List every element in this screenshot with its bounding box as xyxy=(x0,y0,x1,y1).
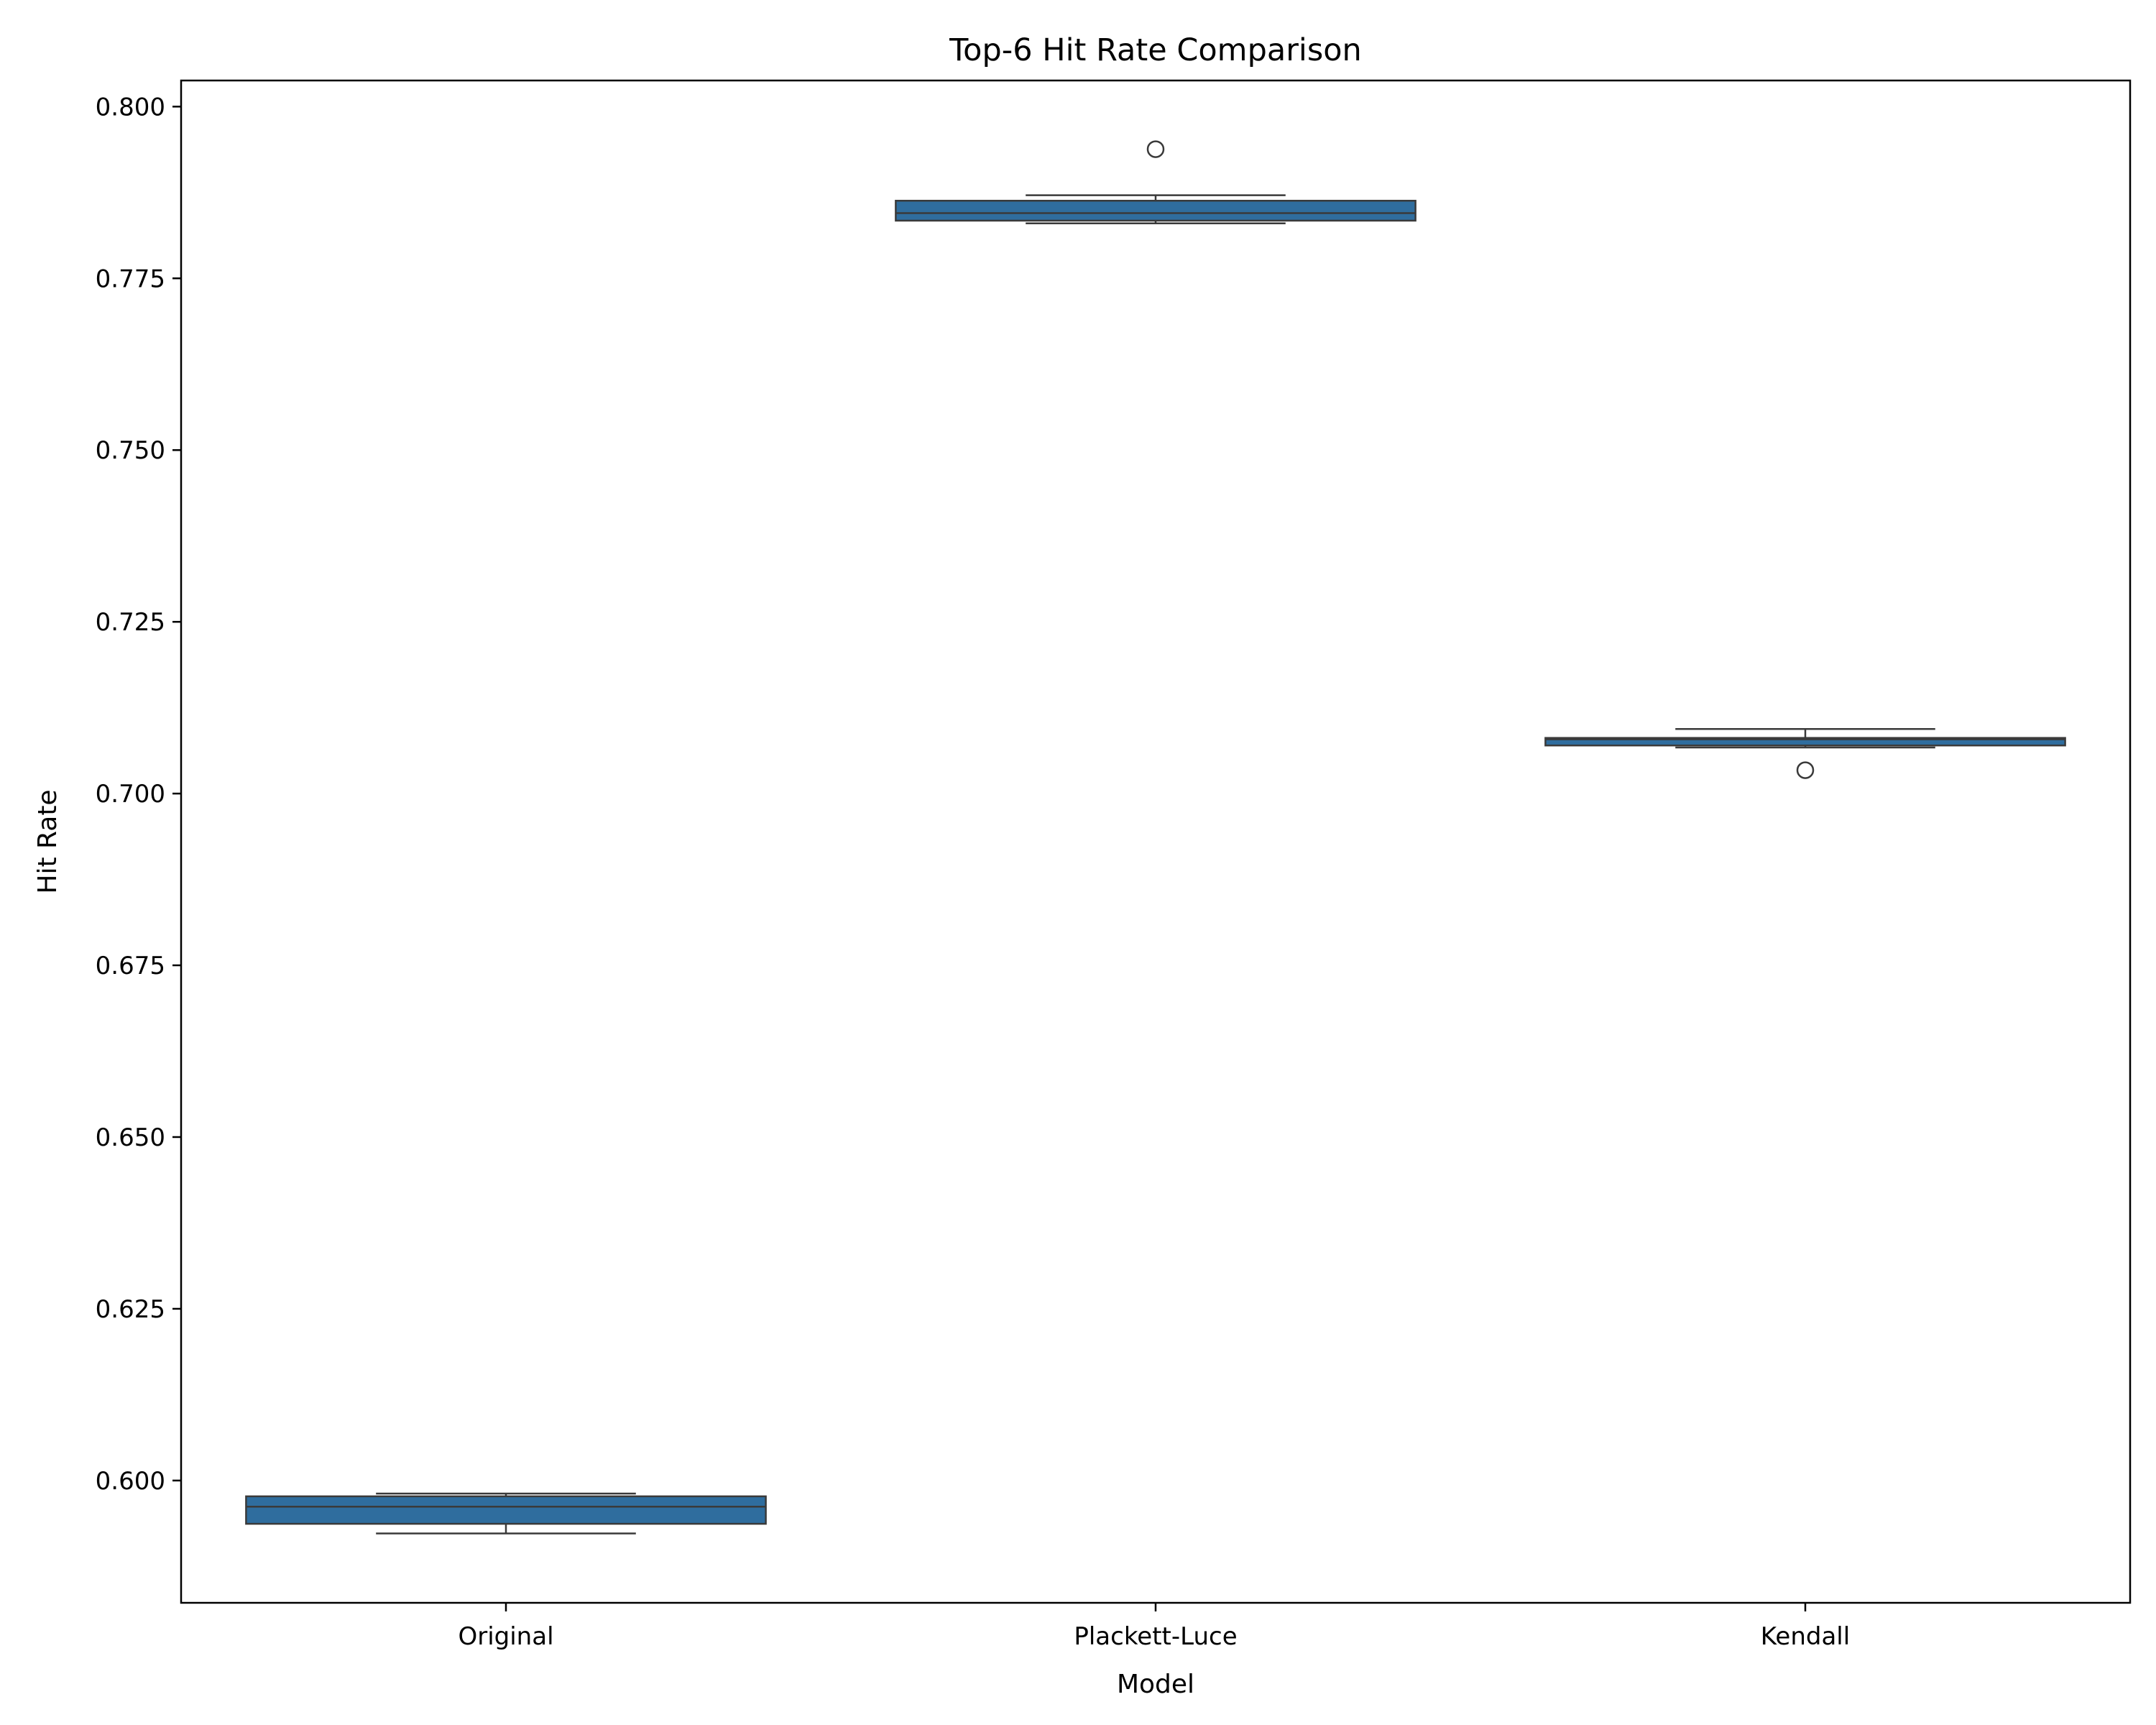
y-tick-label: 0.800 xyxy=(96,93,165,121)
x-axis-label: Model xyxy=(1117,1670,1194,1699)
box-kendall xyxy=(1544,728,2066,779)
x-tick-label: Kendall xyxy=(1761,1622,1850,1651)
plot-frame xyxy=(180,79,2132,1604)
box-iqr xyxy=(895,200,1416,222)
y-tick-label: 0.700 xyxy=(96,780,165,809)
y-tick-label: 0.775 xyxy=(96,264,165,293)
x-axis: Original Plackett-Luce Kendall xyxy=(458,1603,1850,1651)
y-tick-label: 0.725 xyxy=(96,608,165,637)
x-tick-label: Original xyxy=(458,1622,553,1651)
outlier-point xyxy=(1796,761,1815,779)
box-iqr xyxy=(1544,737,2066,747)
x-tick-label: Plackett-Luce xyxy=(1074,1622,1237,1651)
y-tick-label: 0.750 xyxy=(96,436,165,465)
box-plots xyxy=(245,140,2066,1535)
box-iqr xyxy=(245,1495,767,1525)
box-original xyxy=(245,1492,767,1535)
box-plackett-luce xyxy=(895,140,1416,225)
y-tick-label: 0.675 xyxy=(96,952,165,980)
y-tick-label: 0.600 xyxy=(96,1467,165,1496)
y-axis: 0.600 0.625 0.650 0.675 0.700 0.725 0.750 0.775… xyxy=(96,93,181,1496)
y-tick-label: 0.625 xyxy=(96,1295,165,1324)
y-tick-label: 0.650 xyxy=(96,1123,165,1152)
chart-title: Top-6 Hit Rate Comparison xyxy=(949,32,1362,68)
y-axis-label: Hit Rate xyxy=(33,789,63,893)
outlier-point xyxy=(1146,140,1165,158)
